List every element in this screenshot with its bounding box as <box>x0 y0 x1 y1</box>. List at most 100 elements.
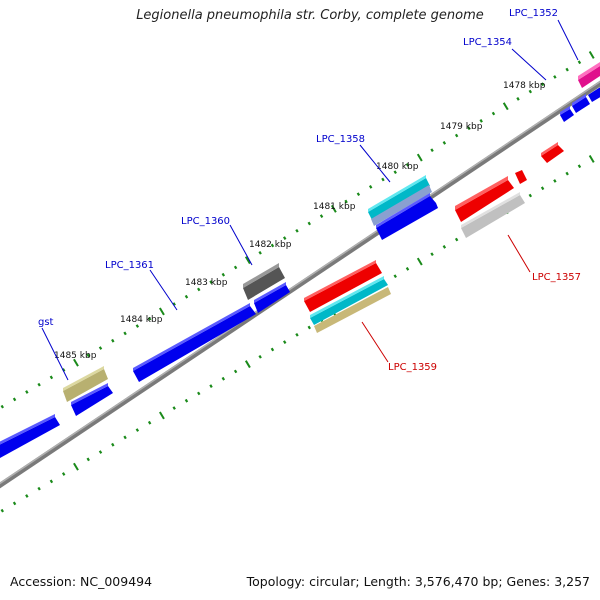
tick-mark <box>0 404 4 409</box>
tick-mark <box>159 411 165 420</box>
tick-mark <box>307 325 311 330</box>
gene-label-lpc-1357[interactable]: LPC_1357 <box>532 272 581 283</box>
tick-mark <box>184 294 189 299</box>
tick-mark <box>233 265 238 270</box>
tick-mark <box>25 494 29 498</box>
tick-mark <box>159 307 165 316</box>
tick-mark <box>37 382 41 387</box>
tick-mark <box>111 442 115 447</box>
gene-label-lpc-1360[interactable]: LPC_1360 <box>181 216 230 227</box>
gene-feature[interactable] <box>461 192 525 238</box>
gene-label-lpc-1359[interactable]: LPC_1359 <box>388 362 437 373</box>
tick-mark <box>244 360 251 369</box>
tick-mark <box>553 179 557 183</box>
tick-mark <box>221 376 226 381</box>
tick-mark <box>344 199 348 204</box>
gene-feature[interactable] <box>376 193 438 240</box>
gene-feature[interactable] <box>0 414 60 458</box>
tick-mark <box>502 102 509 111</box>
gene-feature[interactable] <box>314 287 391 333</box>
tick-mark <box>73 358 79 367</box>
tick-mark <box>454 237 459 242</box>
tick-mark <box>283 236 287 240</box>
tick-mark <box>61 472 66 476</box>
tick-label: 1483 kbp <box>185 278 228 288</box>
gene-label-gst[interactable]: gst <box>38 317 54 328</box>
gene-feature[interactable] <box>254 282 290 313</box>
gene-feature-lpc-1352[interactable] <box>578 62 600 88</box>
tick-mark <box>479 119 483 123</box>
tick-mark <box>258 250 262 255</box>
tick-mark <box>430 252 434 257</box>
tick-mark <box>49 375 54 380</box>
tick-mark <box>12 397 17 402</box>
gene-label-lpc-1358[interactable]: LPC_1358 <box>316 134 365 145</box>
gene-label-lpc-1354[interactable]: LPC_1354 <box>463 37 512 48</box>
gene-feature[interactable] <box>71 383 113 416</box>
tick-mark <box>283 340 287 344</box>
tick-mark <box>123 331 127 336</box>
tick-mark <box>577 164 582 169</box>
gene-feature-lpc-1360[interactable] <box>243 263 285 300</box>
tick-mark <box>442 245 447 249</box>
tick-mark <box>467 126 471 131</box>
tick-mark <box>135 324 140 328</box>
tick-mark <box>307 221 311 226</box>
tick-mark <box>295 228 299 233</box>
tick-mark <box>37 486 41 491</box>
tick-mark <box>98 450 103 454</box>
gene-feature-gst[interactable] <box>63 366 108 402</box>
map-title: Legionella pneumophila str. Corby, compl… <box>136 8 484 23</box>
tick-label: 1484 kbp <box>120 315 163 325</box>
gene-feature[interactable] <box>310 276 388 325</box>
tick-mark <box>270 347 275 352</box>
tick-mark <box>221 272 226 277</box>
tick-mark <box>123 435 127 440</box>
gene-feature-lpc-1361[interactable] <box>133 303 256 382</box>
gene-feature-lpc-1359[interactable] <box>304 260 382 312</box>
tick-label: 1482 kbp <box>249 240 292 250</box>
tick-mark <box>405 267 410 271</box>
tick-mark <box>491 111 496 116</box>
tick-mark <box>197 287 201 292</box>
tick-mark <box>25 390 29 394</box>
gene-feature[interactable] <box>515 170 527 184</box>
tick-mark <box>430 148 434 153</box>
gene-label-lpc-1352[interactable]: LPC_1352 <box>509 8 558 19</box>
gene-feature-lpc-1357[interactable] <box>455 176 514 222</box>
tick-mark <box>565 171 569 176</box>
tick-mark <box>209 384 213 388</box>
reverse-genes <box>304 142 564 333</box>
tick-label: 1480 kbp <box>376 162 419 172</box>
tick-mark <box>135 428 140 432</box>
gene-feature[interactable] <box>588 86 600 102</box>
tick-mark <box>197 391 201 396</box>
tick-mark <box>540 82 545 87</box>
tick-mark <box>516 97 520 101</box>
tick-mark <box>416 257 423 266</box>
tick-mark <box>588 50 595 59</box>
gene-label-lpc-1361[interactable]: LPC_1361 <box>105 260 154 271</box>
gene-feature[interactable] <box>541 142 564 163</box>
gene-feature[interactable] <box>572 94 590 113</box>
tick-mark <box>233 369 238 374</box>
tick-label: 1478 kbp <box>503 81 546 91</box>
tick-mark <box>86 457 90 462</box>
tick-mark <box>454 133 459 138</box>
tick-mark <box>442 141 447 145</box>
tick-mark <box>184 398 189 403</box>
gene-feature[interactable] <box>371 185 432 226</box>
tick-label: 1481 kbp <box>313 202 356 212</box>
gene-feature[interactable] <box>560 106 574 122</box>
tick-mark <box>12 501 17 506</box>
tick-mark <box>209 280 213 284</box>
tick-mark <box>147 316 152 321</box>
tick-mark <box>49 479 54 484</box>
gene-feature-lpc-1358[interactable] <box>368 175 430 220</box>
tick-mark <box>416 153 423 162</box>
tick-mark <box>86 353 90 358</box>
tick-mark <box>528 193 533 198</box>
forward-genes <box>0 62 600 458</box>
